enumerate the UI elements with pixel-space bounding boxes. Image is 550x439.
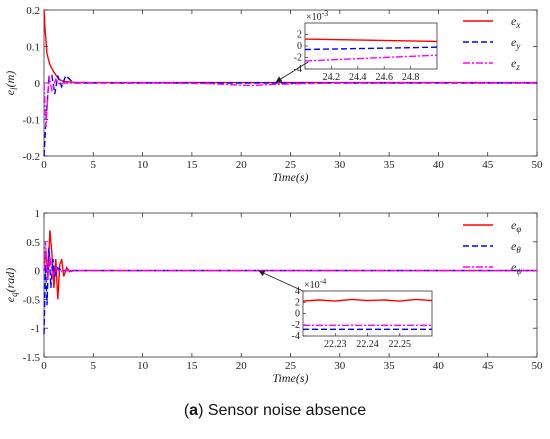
- x-tick-label: 15: [186, 360, 198, 372]
- inset-plot: 22.23 22.24 22.25 420-2-4 ×10-4: [292, 277, 433, 350]
- inset-y-tick-label: 4: [295, 286, 300, 297]
- x-tick-label: 40: [433, 360, 445, 372]
- y-tick-label: 0.5: [26, 237, 40, 249]
- inset-series-line-e_x: [304, 38, 438, 43]
- legend-entry: eφ: [511, 218, 521, 234]
- series-line-e_ψ: [43, 241, 537, 280]
- inset-x-tick-label: 22.23: [324, 339, 347, 350]
- zoom-pointer-arrow: [275, 61, 309, 83]
- legend-entry: eθ: [511, 239, 521, 255]
- x-tick-label: 20: [236, 159, 248, 171]
- y-axis-label: el(m): [3, 71, 19, 96]
- y-tick-label: -0.5: [23, 294, 41, 306]
- inset-x-tick-label: 22.25: [389, 339, 412, 350]
- y-tick-label: -0.2: [23, 151, 40, 163]
- x-tick-label: 0: [41, 360, 47, 372]
- x-tick-label: 50: [532, 360, 544, 372]
- caption-text: Sensor noise absence: [207, 402, 367, 419]
- x-tick-label: 45: [482, 360, 494, 372]
- legend-entry: ey: [511, 35, 520, 51]
- inset-y-tick-label: 2: [295, 297, 300, 308]
- inset-x-tick-label: 22.24: [356, 339, 379, 350]
- x-tick-label: 35: [384, 360, 396, 372]
- y-tick-label: -1.5: [23, 352, 41, 364]
- x-tick-label: 25: [285, 159, 297, 171]
- legend-entry: eψ: [511, 260, 522, 276]
- inset-y-tick-label: -2: [294, 53, 302, 64]
- x-tick-label: 35: [384, 159, 396, 171]
- x-tick-label: 45: [482, 159, 494, 171]
- x-tick-label: 30: [334, 159, 346, 171]
- x-tick-label: 25: [285, 360, 297, 372]
- y-tick-label: 1: [35, 208, 41, 220]
- x-axis-label: Time(s): [273, 371, 309, 385]
- inset-x-tick-label: 24.6: [375, 72, 393, 83]
- inset-y-tick-label: 0: [295, 309, 300, 320]
- y-tick-label: -1: [31, 323, 40, 335]
- figure-caption: (a) Sensor noise absence: [183, 402, 367, 419]
- y-axis-label: eq(rad): [3, 268, 19, 303]
- x-tick-label: 30: [334, 360, 346, 372]
- y-tick-label: -0.1: [23, 115, 40, 127]
- x-tick-label: 50: [532, 159, 544, 171]
- inset-x-tick-label: 24.4: [349, 72, 367, 83]
- legend: eφ eθ eψ: [463, 218, 522, 276]
- y-tick-label: 0: [35, 266, 41, 278]
- x-axis-label: Time(s): [273, 170, 309, 184]
- inset-x-tick-label: 24.2: [323, 72, 341, 83]
- x-tick-label: 5: [91, 360, 97, 372]
- inset-multiplier: ×10-3: [306, 9, 328, 23]
- inset-x-tick-label: 24.8: [402, 72, 420, 83]
- inset-frame: [304, 22, 438, 70]
- inset-y-tick-label: -4: [292, 331, 300, 342]
- series-line-e_φ: [43, 230, 537, 300]
- x-tick-label: 0: [41, 159, 47, 171]
- legend-entry: ez: [511, 56, 520, 72]
- x-tick-label: 15: [186, 159, 198, 171]
- x-tick-label: 10: [137, 360, 149, 372]
- chart-attitude-error: 0 5 10 15 20 25 30 35 40 45 5010.50-0.5-1-1.5Time(…: [3, 208, 543, 385]
- inset-series-line-e_z: [304, 54, 438, 62]
- inset-plot: 24.2 24.4 24.6 24.8 20-2-4 ×10-3: [294, 9, 438, 83]
- inset-multiplier: ×10-4: [304, 277, 326, 291]
- inset-series-line-e_y: [304, 46, 438, 51]
- series-line-e_θ: [43, 247, 537, 335]
- y-tick-label: 0: [35, 78, 41, 90]
- y-tick-label: 0.2: [26, 5, 40, 17]
- series-line-e_z: [43, 75, 537, 127]
- x-tick-label: 40: [433, 159, 445, 171]
- zoom-pointer-arrow: [258, 270, 304, 292]
- x-tick-label: 5: [91, 159, 97, 171]
- x-tick-label: 20: [236, 360, 248, 372]
- x-tick-label: 10: [137, 159, 149, 171]
- series-line-e_y: [43, 74, 537, 157]
- figure: 0 5 10 15 20 25 30 35 40 45 500.20.10-0.1-0.2Time(…: [3, 5, 543, 385]
- inset-frame: [302, 290, 433, 337]
- legend: ex ey ez: [463, 14, 520, 72]
- chart-position-error: 0 5 10 15 20 25 30 35 40 45 500.20.10-0.1-0.2Time(…: [3, 5, 543, 184]
- caption-tag: a: [189, 402, 199, 419]
- inset-y-tick-label: 2: [297, 30, 302, 41]
- inset-y-tick-label: -2: [292, 320, 300, 331]
- inset-y-tick-label: -4: [294, 64, 302, 75]
- y-tick-label: 0.1: [26, 42, 40, 54]
- legend-entry: ex: [511, 14, 520, 30]
- inset-series-line-e_φ: [302, 298, 433, 302]
- inset-y-tick-label: 0: [297, 41, 302, 52]
